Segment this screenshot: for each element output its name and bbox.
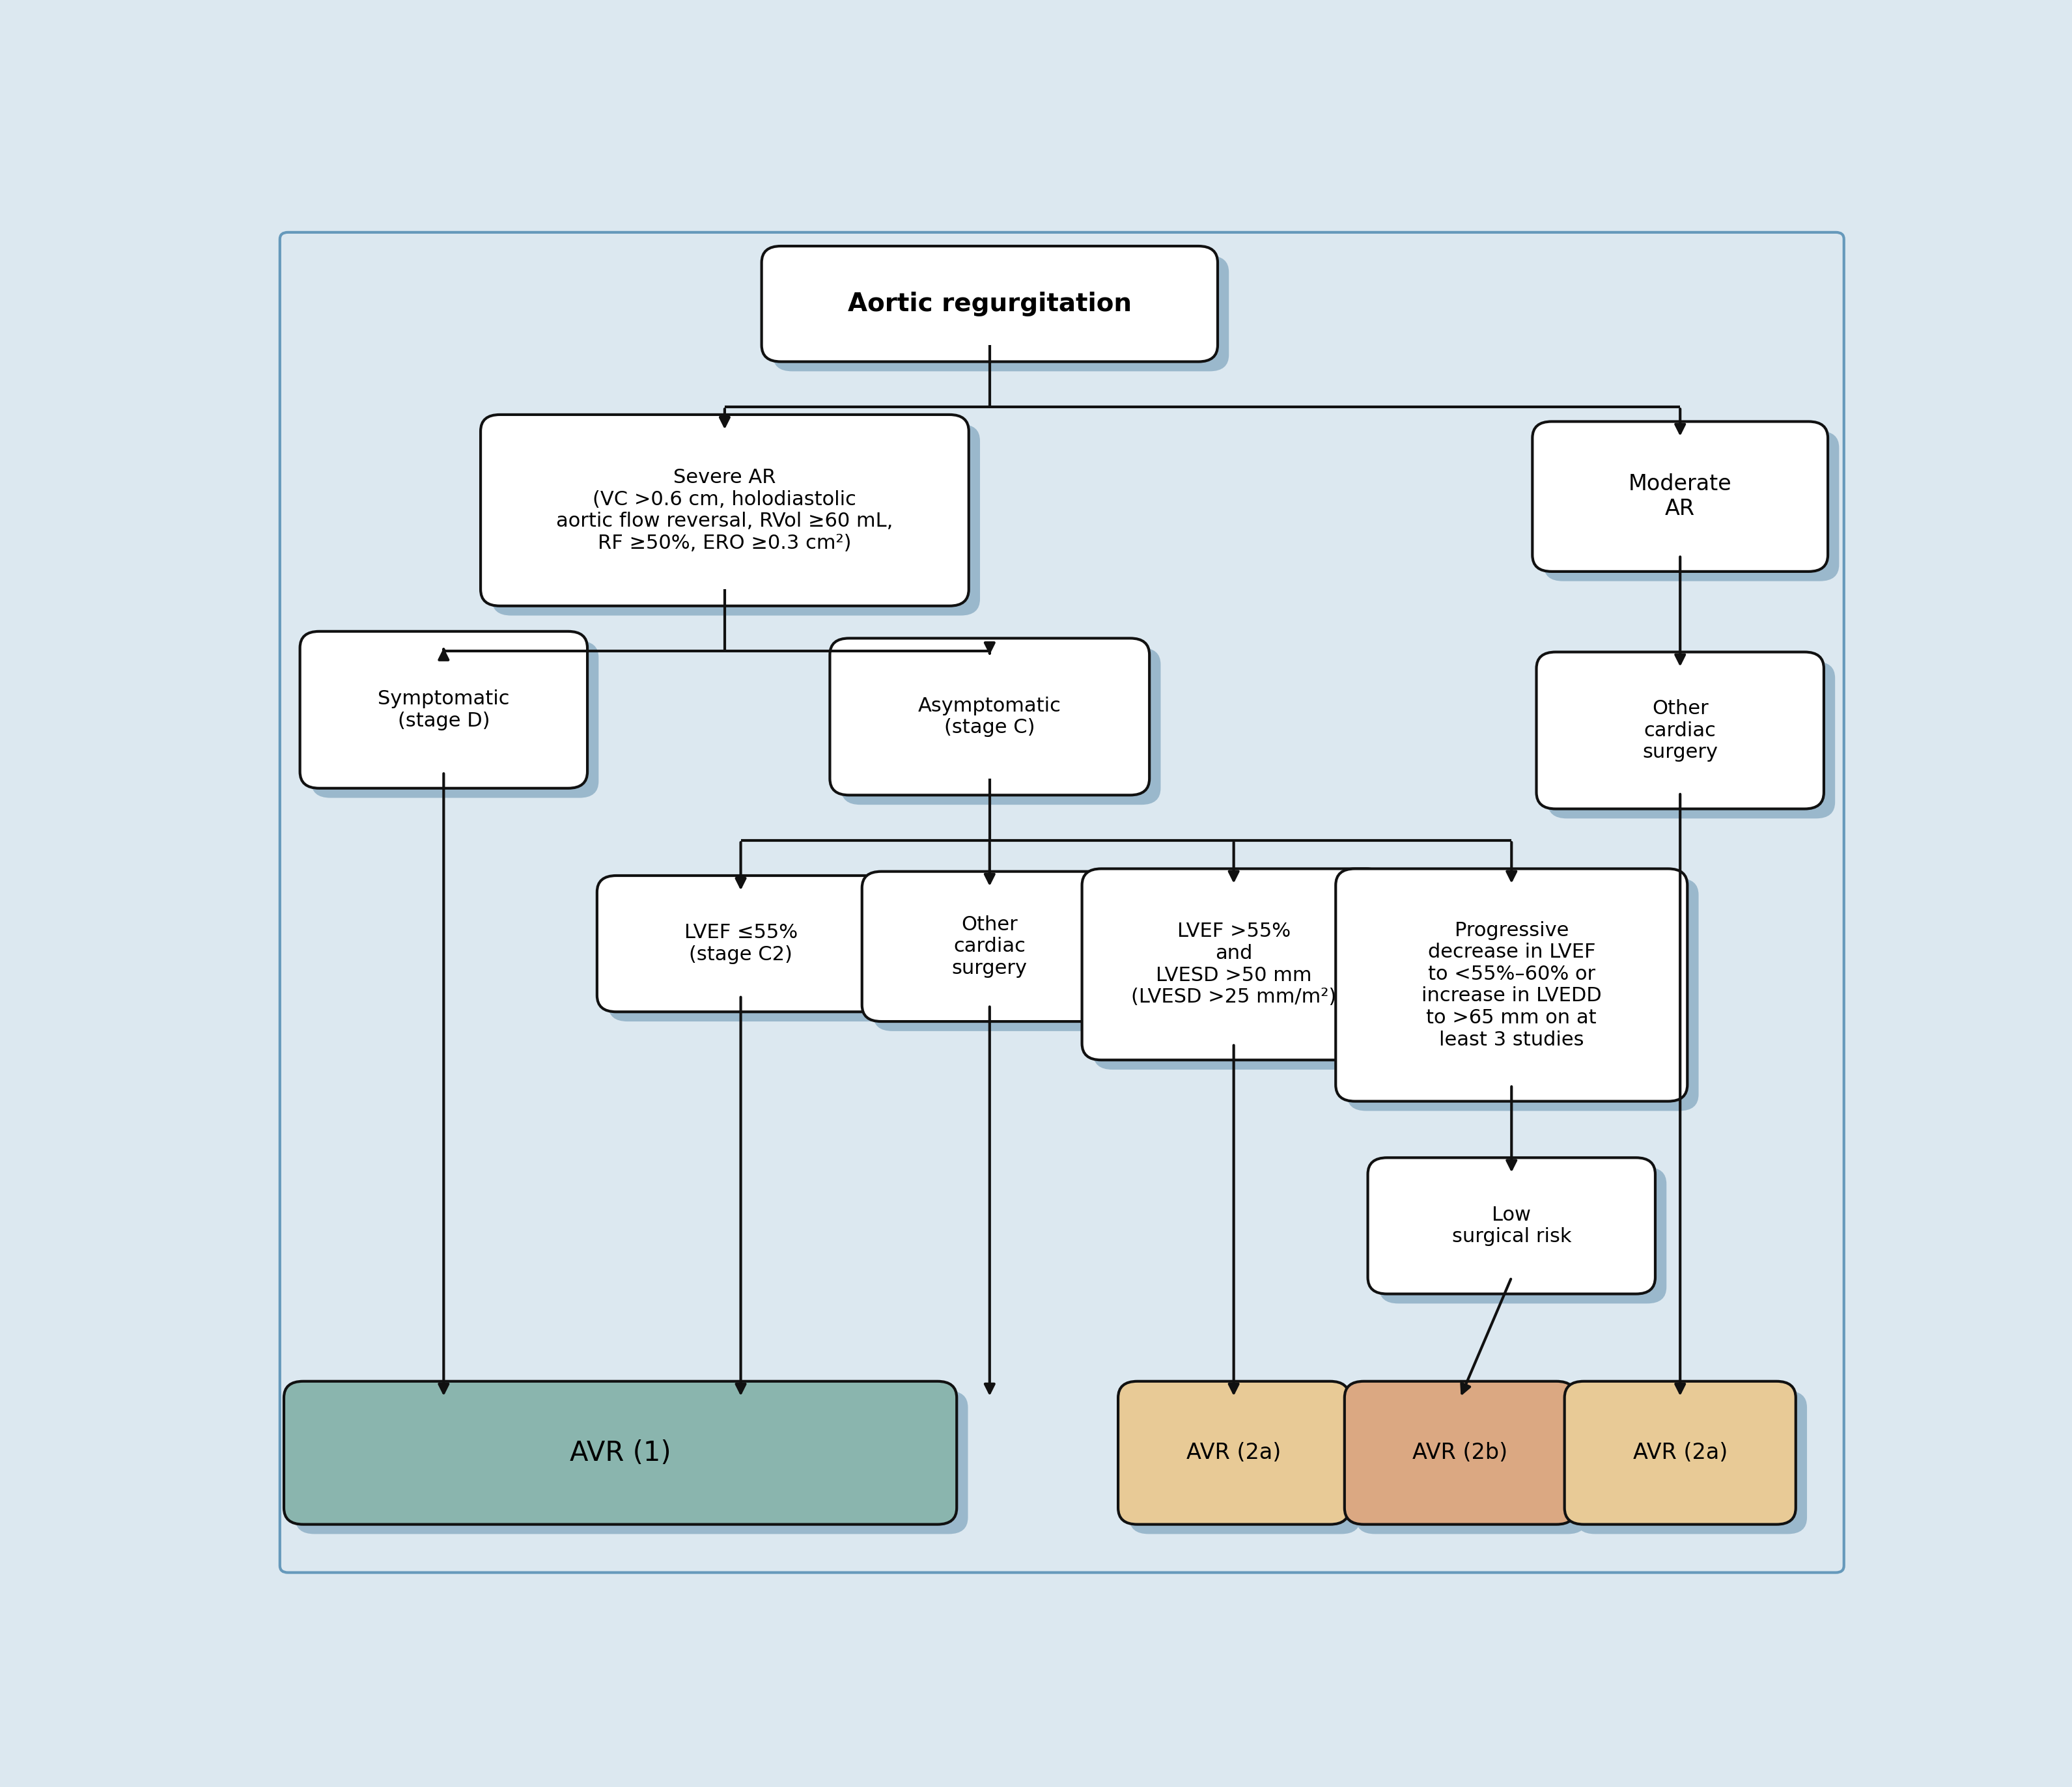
FancyBboxPatch shape xyxy=(773,256,1229,372)
Text: Severe AR
(VC >0.6 cm, holodiastolic
aortic flow reversal, RVol ≥60 mL,
RF ≥50%,: Severe AR (VC >0.6 cm, holodiastolic aor… xyxy=(555,468,893,552)
FancyBboxPatch shape xyxy=(1336,868,1687,1101)
Text: Symptomatic
(stage D): Symptomatic (stage D) xyxy=(377,690,510,731)
FancyBboxPatch shape xyxy=(1548,661,1836,818)
FancyBboxPatch shape xyxy=(1347,879,1699,1112)
Text: Other
cardiac
surgery: Other cardiac surgery xyxy=(1643,699,1718,761)
Text: Progressive
decrease in LVEF
to <55%–60% or
increase in LVEDD
to >65 mm on at
le: Progressive decrease in LVEF to <55%–60%… xyxy=(1421,920,1602,1049)
FancyBboxPatch shape xyxy=(491,424,980,615)
FancyBboxPatch shape xyxy=(1533,422,1828,572)
FancyBboxPatch shape xyxy=(762,247,1218,361)
FancyBboxPatch shape xyxy=(1380,1167,1666,1303)
FancyBboxPatch shape xyxy=(294,1390,968,1533)
Text: Other
cardiac
surgery: Other cardiac surgery xyxy=(951,915,1028,977)
FancyBboxPatch shape xyxy=(300,631,586,788)
FancyBboxPatch shape xyxy=(841,649,1160,804)
FancyBboxPatch shape xyxy=(1119,1381,1349,1524)
FancyBboxPatch shape xyxy=(284,1381,957,1524)
FancyBboxPatch shape xyxy=(597,876,885,1011)
FancyBboxPatch shape xyxy=(481,415,970,606)
FancyBboxPatch shape xyxy=(1345,1381,1577,1524)
FancyBboxPatch shape xyxy=(872,881,1129,1031)
FancyBboxPatch shape xyxy=(1355,1390,1587,1533)
Text: AVR (1): AVR (1) xyxy=(570,1439,671,1467)
Text: Asymptomatic
(stage C): Asymptomatic (stage C) xyxy=(918,697,1061,736)
Text: Aortic regurgitation: Aortic regurgitation xyxy=(847,291,1131,316)
Text: AVR (2a): AVR (2a) xyxy=(1633,1442,1728,1464)
FancyBboxPatch shape xyxy=(1129,1390,1361,1533)
Text: LVEF ≤55%
(stage C2): LVEF ≤55% (stage C2) xyxy=(684,924,798,965)
FancyBboxPatch shape xyxy=(831,638,1150,795)
FancyBboxPatch shape xyxy=(1082,868,1386,1060)
Text: Low
surgical risk: Low surgical risk xyxy=(1452,1206,1571,1246)
FancyBboxPatch shape xyxy=(1564,1381,1796,1524)
FancyBboxPatch shape xyxy=(1368,1158,1656,1294)
Text: Moderate
AR: Moderate AR xyxy=(1629,474,1732,520)
FancyBboxPatch shape xyxy=(1537,652,1823,810)
Text: AVR (2b): AVR (2b) xyxy=(1413,1442,1508,1464)
FancyBboxPatch shape xyxy=(1544,431,1840,581)
Text: AVR (2a): AVR (2a) xyxy=(1187,1442,1280,1464)
Text: LVEF >55%
and
LVESD >50 mm
(LVESD >25 mm/m²): LVEF >55% and LVESD >50 mm (LVESD >25 mm… xyxy=(1131,922,1336,1006)
FancyBboxPatch shape xyxy=(862,872,1117,1022)
FancyBboxPatch shape xyxy=(609,885,895,1022)
FancyBboxPatch shape xyxy=(1094,879,1397,1070)
FancyBboxPatch shape xyxy=(311,642,599,797)
FancyBboxPatch shape xyxy=(1577,1390,1807,1533)
